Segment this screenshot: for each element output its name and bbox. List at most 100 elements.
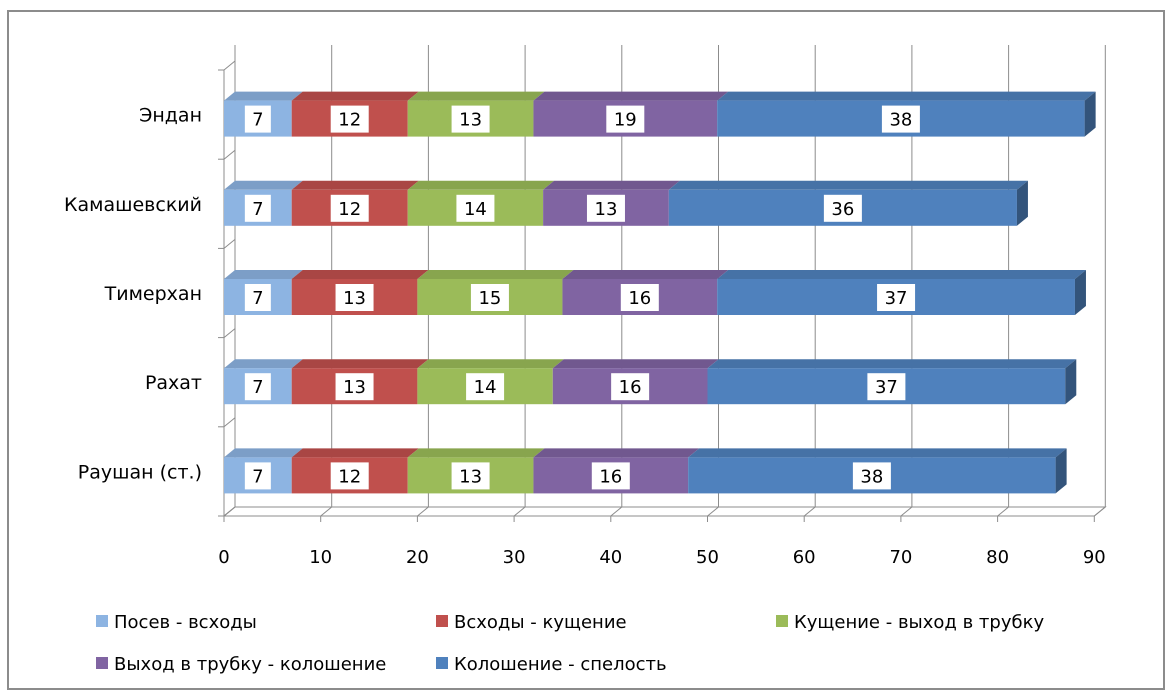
data-label: 38 bbox=[860, 466, 883, 487]
bar-top-face bbox=[224, 91, 303, 101]
data-label-box bbox=[881, 105, 920, 133]
y-tick-diagonal bbox=[223, 506, 236, 517]
legend-swatch bbox=[436, 657, 448, 669]
data-label-box bbox=[823, 194, 862, 222]
bar-top-face bbox=[291, 270, 429, 279]
data-label: 16 bbox=[599, 466, 622, 487]
bar-end-face bbox=[1074, 270, 1086, 315]
bar-top-face bbox=[668, 180, 1028, 190]
category-label: Раушан (ст.) bbox=[78, 461, 202, 483]
data-label: 12 bbox=[338, 110, 361, 131]
data-label: 12 bbox=[338, 199, 361, 220]
bar-end-face bbox=[1055, 448, 1067, 494]
y-tick-diagonal bbox=[223, 417, 236, 428]
bar-top-face bbox=[717, 91, 1096, 101]
bar-top-face bbox=[688, 448, 1067, 458]
data-label: 14 bbox=[474, 377, 497, 398]
legend-label: Всходы - кущение bbox=[454, 612, 627, 633]
data-label: 13 bbox=[343, 377, 366, 398]
data-label: 37 bbox=[875, 377, 898, 398]
bar-top-face bbox=[707, 359, 1077, 369]
x-tick-label: 50 bbox=[696, 547, 719, 568]
bar-top-face bbox=[717, 270, 1086, 279]
data-label-box bbox=[335, 373, 374, 401]
data-label-box bbox=[456, 194, 495, 222]
data-label: 7 bbox=[252, 466, 263, 487]
data-label: 7 bbox=[252, 377, 263, 398]
data-label-box bbox=[877, 284, 916, 311]
x-tick-label: 70 bbox=[889, 547, 912, 568]
category-label: Эндан bbox=[139, 105, 202, 127]
bar-top-face bbox=[543, 180, 680, 190]
data-label-box bbox=[586, 194, 625, 222]
bar-top-face bbox=[224, 359, 303, 369]
data-label: 12 bbox=[338, 466, 361, 487]
data-label-box bbox=[606, 105, 645, 133]
bar-top-face bbox=[224, 180, 303, 190]
bar-top-face bbox=[291, 180, 419, 190]
data-label: 38 bbox=[889, 110, 912, 131]
data-label: 16 bbox=[628, 288, 651, 309]
data-label-box bbox=[244, 284, 271, 311]
x-tick-label: 10 bbox=[309, 547, 332, 568]
legend-label: Колошение - спелость bbox=[454, 654, 667, 675]
data-label-box bbox=[620, 284, 659, 311]
floor-diagonal bbox=[707, 506, 719, 517]
bar-top-face bbox=[407, 448, 545, 458]
y-tick-diagonal bbox=[223, 328, 236, 338]
category-label: Камашевский bbox=[64, 194, 202, 216]
bar-top-face bbox=[407, 180, 555, 190]
data-label: 13 bbox=[459, 110, 482, 131]
category-label: Рахат bbox=[145, 372, 202, 394]
bar-end-face bbox=[1016, 180, 1028, 226]
x-tick-label: 60 bbox=[793, 547, 816, 568]
data-label: 13 bbox=[343, 288, 366, 309]
data-label-box bbox=[470, 284, 509, 311]
data-label-box bbox=[451, 462, 490, 490]
data-label-box bbox=[867, 373, 906, 401]
data-label-box bbox=[591, 462, 630, 490]
data-label-box bbox=[330, 462, 369, 490]
y-tick-diagonal bbox=[223, 149, 236, 160]
x-tick-label: 0 bbox=[218, 547, 229, 568]
bar-top-face bbox=[291, 448, 419, 458]
data-label-box bbox=[611, 373, 650, 401]
bar-top-face bbox=[562, 270, 729, 279]
x-tick-label: 30 bbox=[503, 547, 526, 568]
legend-swatch bbox=[776, 615, 788, 627]
data-label: 7 bbox=[252, 288, 263, 309]
data-label: 15 bbox=[478, 288, 501, 309]
bar-top-face bbox=[533, 448, 700, 458]
data-label-box bbox=[330, 105, 369, 133]
legend-swatch bbox=[96, 657, 108, 669]
data-label-box bbox=[244, 462, 271, 490]
x-tick-label: 80 bbox=[986, 547, 1009, 568]
tick-labels: 0 10 20 30 40 50 60 70 80 90 bbox=[218, 547, 1105, 568]
floor-diagonal bbox=[513, 506, 526, 517]
floor-outline bbox=[222, 506, 1107, 517]
bar-top-face bbox=[407, 91, 545, 101]
data-label: 13 bbox=[595, 199, 618, 220]
bar-top-face bbox=[417, 270, 574, 279]
legend-label: Посев - всходы bbox=[114, 612, 257, 633]
floor-diagonal bbox=[610, 506, 623, 517]
data-label-box bbox=[244, 194, 271, 222]
bar-top-face bbox=[417, 359, 564, 369]
category-label: Тимерхан bbox=[104, 283, 202, 305]
data-label-box bbox=[244, 373, 271, 401]
legend: Посев - всходы Всходы - кущение Кущение - … bbox=[96, 612, 1044, 675]
bar-top-face bbox=[533, 91, 729, 101]
legend-swatch bbox=[436, 615, 448, 627]
x-tick-label: 90 bbox=[1083, 547, 1106, 568]
bar-top-face bbox=[224, 448, 303, 458]
x-tick-label: 20 bbox=[406, 547, 429, 568]
data-label: 7 bbox=[252, 199, 263, 220]
floor-diagonal bbox=[320, 506, 333, 517]
legend-swatch bbox=[96, 615, 108, 627]
legend-label: Выход в трубку - колошение bbox=[114, 654, 386, 675]
data-label: 13 bbox=[459, 466, 482, 487]
bar-top-face bbox=[552, 359, 719, 369]
floor-diagonal bbox=[997, 506, 1009, 517]
bar-end-face bbox=[1065, 359, 1077, 405]
